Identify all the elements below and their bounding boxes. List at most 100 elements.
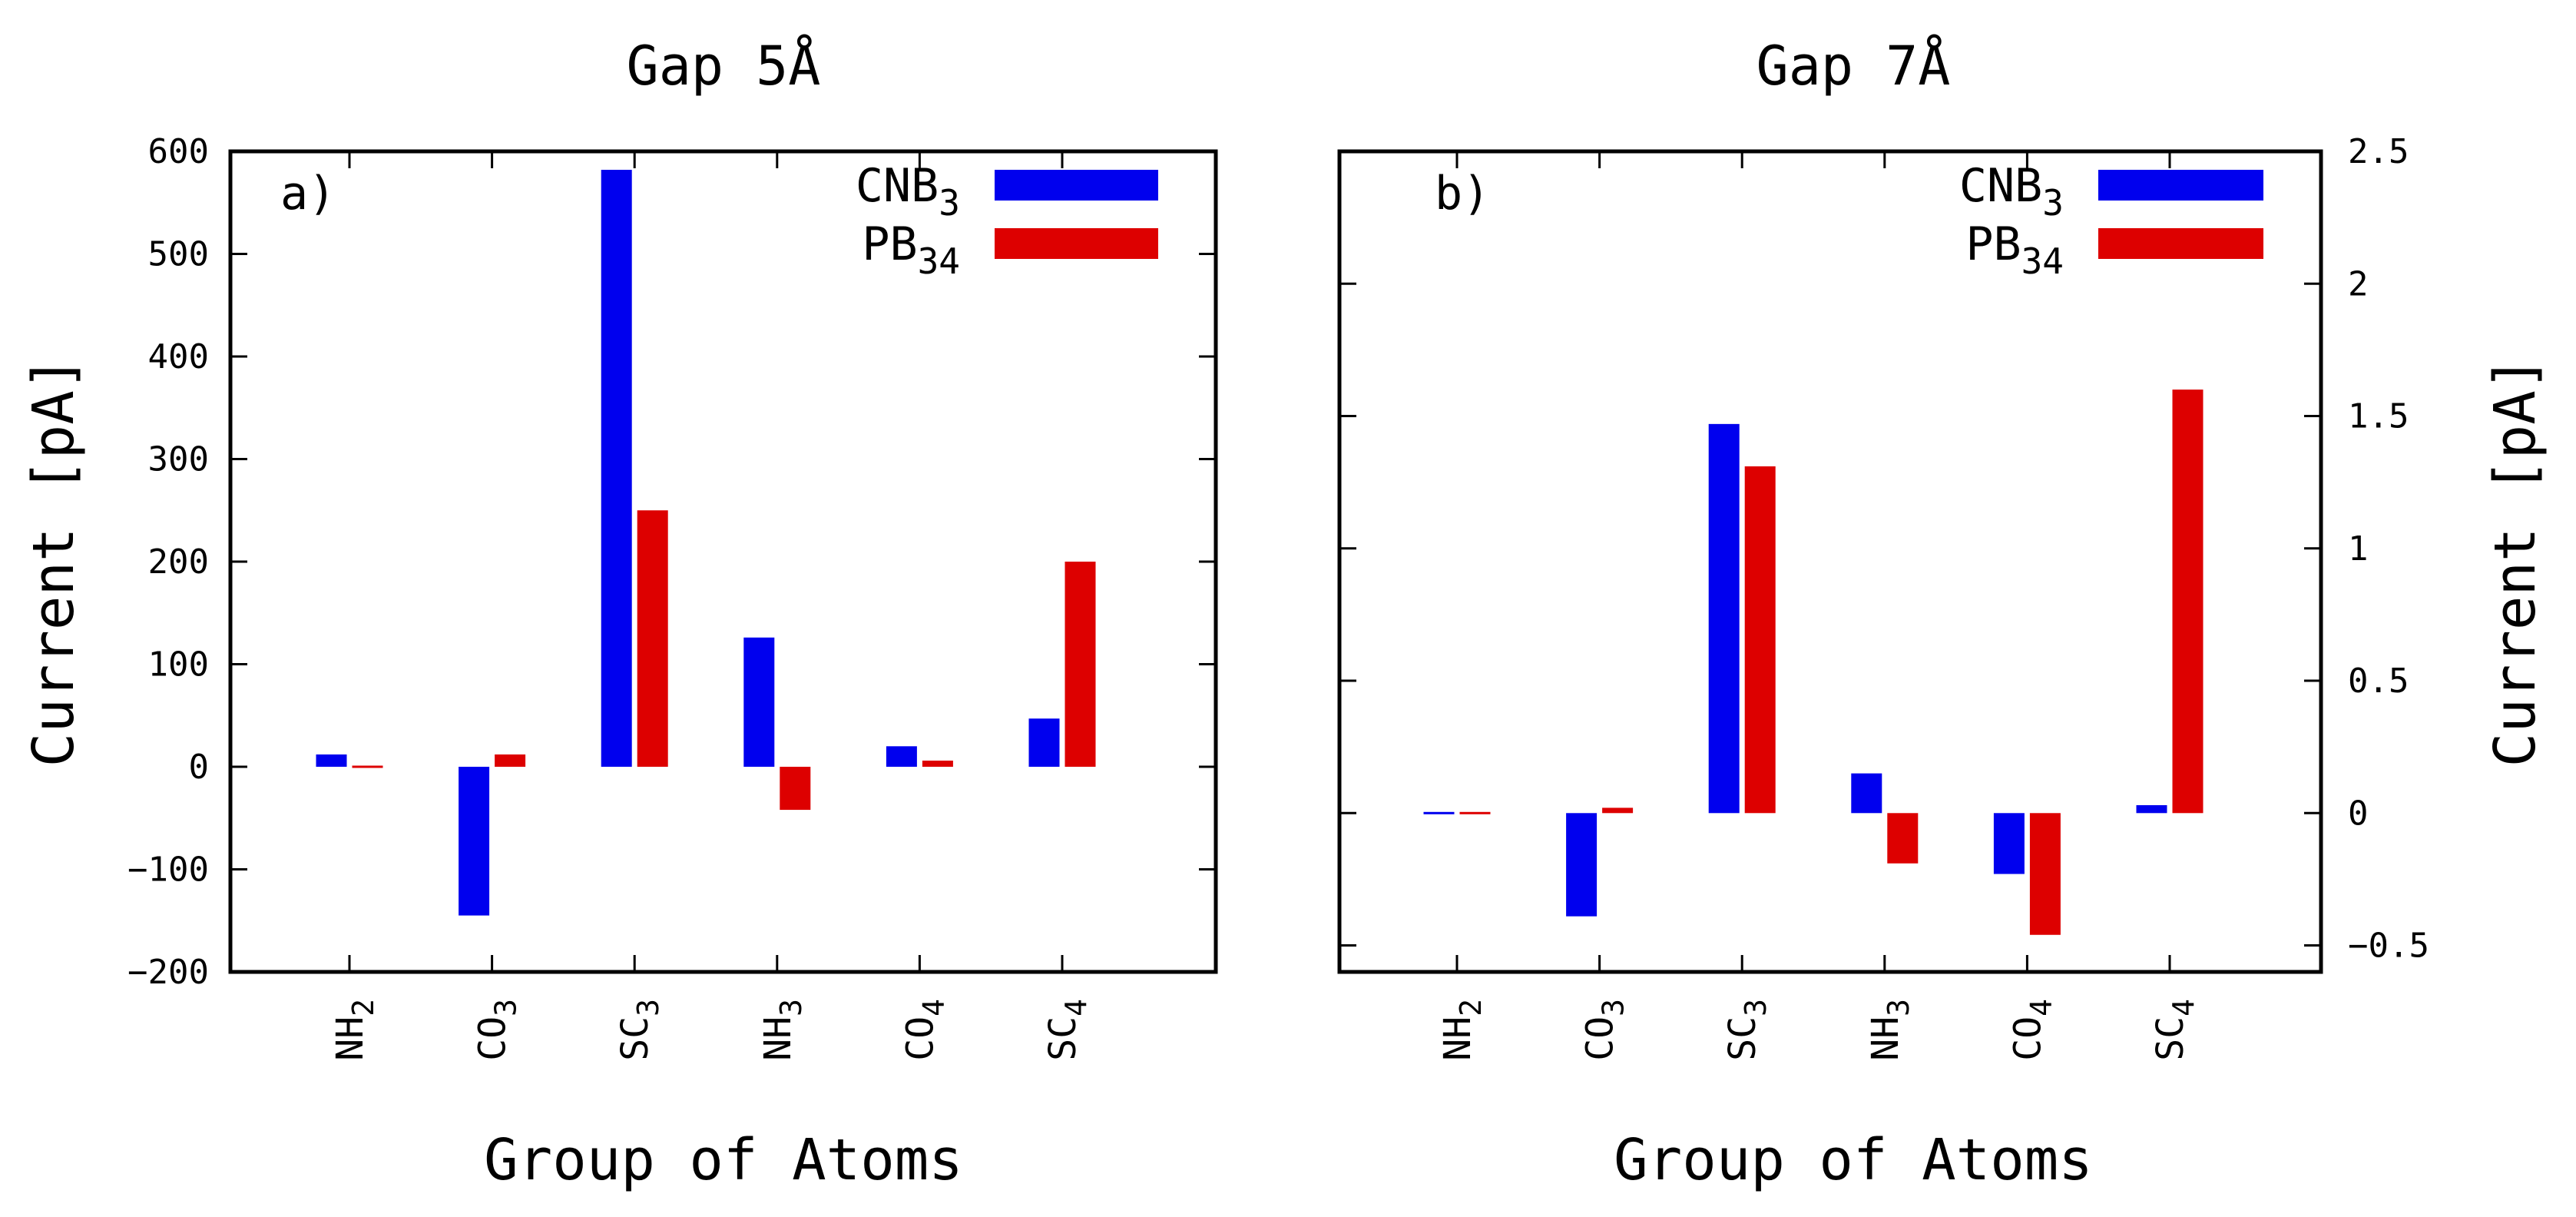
bar-cnb3-sc4 (2136, 804, 2167, 814)
category-nh2-sub: 2 (346, 999, 380, 1016)
legend-label-cnb3-sub: 3 (939, 182, 960, 224)
bar-pb34-nh3 (1887, 813, 1919, 864)
category-co4: CO4 (899, 999, 950, 1061)
category-co3-sub: 3 (489, 999, 523, 1016)
bar-pb34-co3 (495, 754, 526, 767)
category-co4-base: CO (2006, 1016, 2049, 1061)
y-tick-label: 600 (148, 132, 209, 171)
x-axis-label: Group of Atoms (1614, 1127, 2093, 1193)
y-axis-label: Current [pA] (21, 356, 87, 768)
category-co3: CO3 (1579, 999, 1631, 1061)
bar-cnb3-nh2 (1423, 811, 1455, 814)
y-tick-label: 2 (2348, 264, 2369, 303)
plot-frame (1337, 149, 2323, 974)
x-axis-label: Group of Atoms (484, 1127, 963, 1193)
bar-cnb3-co3 (1566, 813, 1598, 917)
x-category-label: NH3 (757, 999, 808, 1061)
category-nh2: NH2 (1436, 999, 1488, 1061)
y-tick-label: 2.5 (2348, 132, 2409, 171)
legend-label-cnb3: CNB3 (856, 159, 960, 224)
category-nh2: NH2 (329, 999, 380, 1061)
x-category-label: SC3 (614, 999, 665, 1061)
legend-label-pb34: PB34 (1965, 217, 2064, 282)
category-nh2-sub: 2 (1454, 999, 1488, 1016)
category-nh3-base: NH (1864, 1016, 1907, 1061)
y-tick-label: −0.5 (2348, 927, 2429, 966)
bar-pb34-sc4 (2172, 390, 2204, 814)
x-category-label: NH2 (1436, 999, 1488, 1061)
category-co4-sub: 4 (916, 999, 950, 1016)
legend-swatch-cnb3 (2098, 170, 2263, 201)
category-co3: CO3 (472, 999, 523, 1061)
bar-pb34-co4 (2029, 813, 2061, 935)
y-tick-label: 0 (2348, 794, 2369, 833)
category-sc3-base: SC (1721, 1016, 1764, 1061)
bar-cnb3-sc4 (1028, 718, 1060, 767)
category-nh3-base: NH (757, 1016, 800, 1061)
category-co3-sub: 3 (1597, 999, 1631, 1016)
category-sc3-sub: 3 (1739, 999, 1773, 1016)
y-tick-label: 0.5 (2348, 662, 2409, 701)
y-tick-label: 0 (189, 748, 210, 787)
y-tick-label: 1 (2348, 529, 2369, 569)
category-co4-base: CO (899, 1016, 942, 1061)
bar-pb34-sc4 (1065, 562, 1096, 767)
y-tick-label: −200 (127, 953, 209, 992)
y-tick-label: 500 (148, 235, 209, 274)
legend-label-pb34-sub: 34 (2021, 240, 2064, 282)
legend-label-pb34: PB34 (862, 217, 960, 282)
chart-panel-a: Gap 5Å−200−1000100200300400500600NH2CO3S… (21, 35, 1218, 1193)
category-nh3: NH3 (757, 999, 808, 1061)
category-sc4-base: SC (2149, 1016, 2192, 1061)
legend-swatch-pb34 (2098, 228, 2263, 259)
category-sc4: SC4 (1041, 999, 1093, 1061)
y-tick-label: 100 (148, 645, 209, 685)
y-tick-label: 400 (148, 337, 209, 376)
y-tick-label: 200 (148, 542, 209, 582)
legend-swatch-pb34 (995, 228, 1158, 259)
category-nh3-sub: 3 (1882, 999, 1915, 1016)
category-sc3: SC3 (1721, 999, 1773, 1061)
bar-pb34-co3 (1602, 807, 1634, 814)
bar-cnb3-nh2 (316, 754, 347, 767)
panel-tag: b) (1435, 167, 1490, 221)
x-category-label: CO4 (2006, 999, 2058, 1061)
category-sc3-sub: 3 (631, 999, 665, 1016)
legend-label-cnb3-base: CNB (856, 159, 939, 213)
x-category-label: SC4 (2149, 999, 2200, 1061)
x-category-label: CO3 (472, 999, 523, 1061)
category-sc4-base: SC (1041, 1016, 1084, 1061)
category-nh2-base: NH (1436, 1016, 1479, 1061)
bar-cnb3-co4 (886, 746, 917, 767)
x-category-label: NH2 (329, 999, 380, 1061)
category-sc4: SC4 (2149, 999, 2200, 1061)
category-co4-sub: 4 (2024, 999, 2058, 1016)
bar-pb34-nh2 (352, 765, 383, 768)
bar-pb34-sc3 (637, 510, 668, 767)
panel-tag: a) (280, 167, 336, 221)
y-axis-label: Current [pA] (2482, 356, 2548, 768)
chart-title: Gap 7Å (1757, 35, 1951, 98)
category-sc3: SC3 (614, 999, 665, 1061)
category-co3-base: CO (1579, 1016, 1622, 1061)
bar-cnb3-co4 (1993, 813, 2025, 874)
y-tick-label: 300 (148, 440, 209, 479)
category-sc4-sub: 4 (2167, 999, 2200, 1016)
category-nh3: NH3 (1864, 999, 1915, 1061)
category-nh3-sub: 3 (774, 999, 808, 1016)
bar-cnb3-sc3 (601, 170, 632, 767)
x-category-label: CO3 (1579, 999, 1631, 1061)
bar-pb34-nh3 (780, 767, 811, 811)
legend-label-cnb3: CNB3 (1959, 159, 2064, 224)
legend-label-cnb3-base: CNB (1959, 159, 2042, 213)
bar-pb34-sc3 (1744, 466, 1776, 814)
y-tick-label: 1.5 (2348, 397, 2409, 436)
legend-label-pb34-base: PB (1965, 217, 2021, 271)
bar-cnb3-nh3 (1851, 773, 1882, 814)
chart-panel-b: Gap 7Å−0.500.511.522.5NH2CO3SC3NH3CO4SC4… (1337, 35, 2548, 1193)
y-tick-label: −100 (127, 851, 209, 890)
x-category-label: SC4 (1041, 999, 1093, 1061)
category-sc4-sub: 4 (1059, 999, 1093, 1016)
